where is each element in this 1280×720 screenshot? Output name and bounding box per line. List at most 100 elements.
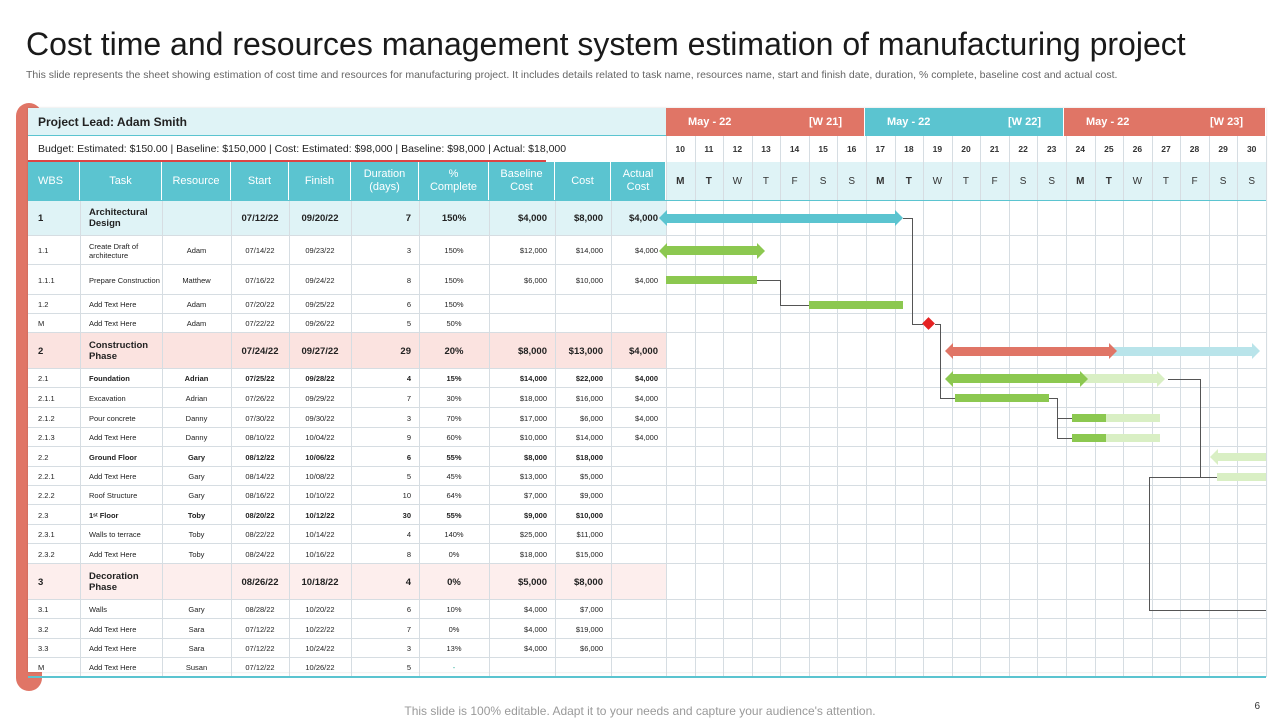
- gantt-bar: [1071, 433, 1161, 442]
- dependency-line: [1168, 378, 1201, 380]
- cell-start: 08/24/22: [245, 549, 275, 559]
- week-header-1: May - 22 [W 21]: [666, 108, 865, 136]
- cell-baseline: $17,000: [519, 413, 547, 423]
- cell-baseline: [489, 658, 555, 677]
- day-number: 13: [761, 144, 771, 154]
- cell-finish: 09/25/22: [305, 300, 335, 309]
- week-header-3: May - 22 [W 23]: [1064, 108, 1266, 136]
- gantt-bar-progress: [1217, 453, 1266, 461]
- cell-actual: [611, 639, 666, 658]
- dependency-line: [1057, 418, 1072, 419]
- day-number: 17: [875, 144, 885, 154]
- gantt-bar-progress: [1071, 414, 1106, 422]
- cell-baseline: [489, 295, 555, 314]
- col-divider: [351, 200, 352, 677]
- cell-cost: $9,000: [580, 491, 603, 500]
- cell-complete: 30%: [446, 393, 462, 403]
- cell-baseline: $7,000: [524, 491, 547, 500]
- cell-baseline: $10,000: [519, 433, 547, 442]
- gantt-arrow-right: [1080, 370, 1089, 387]
- cell-wbs: M: [38, 663, 45, 672]
- cell-task: Pour concrete: [89, 413, 136, 423]
- gantt-bar-progress: [808, 300, 904, 309]
- gantt-arrow-left: [944, 370, 953, 387]
- day-number: 27: [1161, 144, 1171, 154]
- gantt-arrow-left: [1210, 449, 1219, 465]
- cell-complete: -: [452, 663, 456, 672]
- cell-complete: 0%: [447, 576, 461, 588]
- budget-line-cell: Budget: Estimated: $150.00 | Baseline: $…: [38, 143, 567, 155]
- cell-cost: $7,000: [580, 605, 603, 614]
- cell-task: 1ˢᵗ Floor: [89, 510, 119, 520]
- row-divider: [28, 407, 1266, 408]
- cell-start: 08/20/22: [245, 510, 275, 520]
- cell-cost: $11,000: [576, 530, 603, 539]
- cell-actual: $4,000: [628, 212, 658, 224]
- cell-baseline: $14,000: [519, 374, 547, 383]
- cell-start: 08/22/22: [245, 530, 275, 539]
- weekday-label: S: [837, 162, 866, 200]
- cell-baseline: $9,000: [524, 510, 547, 520]
- day-number: 21: [989, 144, 1000, 154]
- cell-baseline: $4,000: [517, 212, 547, 224]
- cell-duration: 8: [406, 549, 411, 559]
- row-divider: [28, 368, 1266, 369]
- phase-row-bg: [28, 333, 666, 369]
- day-number: 28: [1189, 144, 1200, 154]
- cell-resource: Sara: [188, 644, 205, 653]
- weekday-label: S: [1208, 162, 1238, 200]
- cell-resource: Danny: [185, 413, 208, 423]
- cell-wbs: 2.2.1: [38, 472, 55, 481]
- day-divider: [866, 136, 867, 677]
- budget-underline: [28, 160, 546, 162]
- column-header: Finish: [289, 162, 351, 200]
- cell-finish: 09/26/22: [305, 319, 335, 328]
- dependency-line: [1057, 398, 1059, 438]
- cell-resource: [162, 200, 231, 236]
- row-divider: [28, 313, 1266, 314]
- cell-wbs: 1.2: [38, 300, 49, 309]
- cell-baseline: $5,000: [517, 576, 547, 588]
- gantt-arrow-right: [757, 242, 766, 259]
- cell-start: 07/22/22: [245, 319, 275, 328]
- cell-start: 07/26/22: [245, 393, 275, 403]
- gantt-bar: [1071, 414, 1161, 422]
- cell-finish: 10/14/22: [305, 530, 335, 539]
- cell-finish: 10/16/22: [305, 549, 335, 559]
- column-header: Duration (days): [351, 162, 419, 200]
- cell-start: 08/26/22: [241, 576, 279, 588]
- cell-wbs: 3.2: [38, 624, 49, 634]
- cell-task: Decoration Phase: [89, 571, 139, 593]
- cell-complete: 64%: [446, 491, 462, 500]
- cell-resource: Adam: [186, 319, 207, 328]
- dependency-line: [1048, 398, 1058, 399]
- cell-task: Architectural Design: [89, 207, 148, 229]
- day-divider: [952, 136, 953, 677]
- weekday-label: S: [808, 162, 838, 200]
- weekday-label: M: [1065, 162, 1095, 200]
- cell-duration: 3: [406, 246, 411, 255]
- cell-complete: 20%: [444, 345, 464, 357]
- cell-finish: 09/24/22: [305, 275, 335, 285]
- gantt-arrow-right-end: [1251, 343, 1260, 359]
- gantt-arrow-right: [1108, 343, 1117, 359]
- weekday-label: W: [723, 162, 752, 200]
- cell-task: Add Text Here: [89, 319, 137, 328]
- cell-actual: $4,000: [635, 433, 658, 442]
- row-divider: [28, 543, 1266, 544]
- day-divider: [1180, 136, 1181, 677]
- col-divider: [289, 200, 290, 677]
- column-header: Start: [231, 162, 289, 200]
- cell-start: 07/12/22: [245, 663, 275, 672]
- column-header: WBS: [28, 162, 80, 200]
- cell-finish: 10/12/22: [305, 510, 335, 520]
- day-number: 25: [1104, 144, 1114, 154]
- cell-start: 08/16/22: [245, 491, 275, 500]
- phase-row-bg: [28, 200, 666, 236]
- cell-cost: $10,000: [575, 510, 603, 520]
- week-number-label: [W 21]: [809, 116, 842, 128]
- cell-wbs: 1.1.1: [38, 275, 55, 285]
- cell-resource: Adam: [186, 300, 207, 309]
- cell-wbs: 2.1.1: [38, 393, 55, 403]
- cell-start: 07/14/22: [245, 246, 275, 255]
